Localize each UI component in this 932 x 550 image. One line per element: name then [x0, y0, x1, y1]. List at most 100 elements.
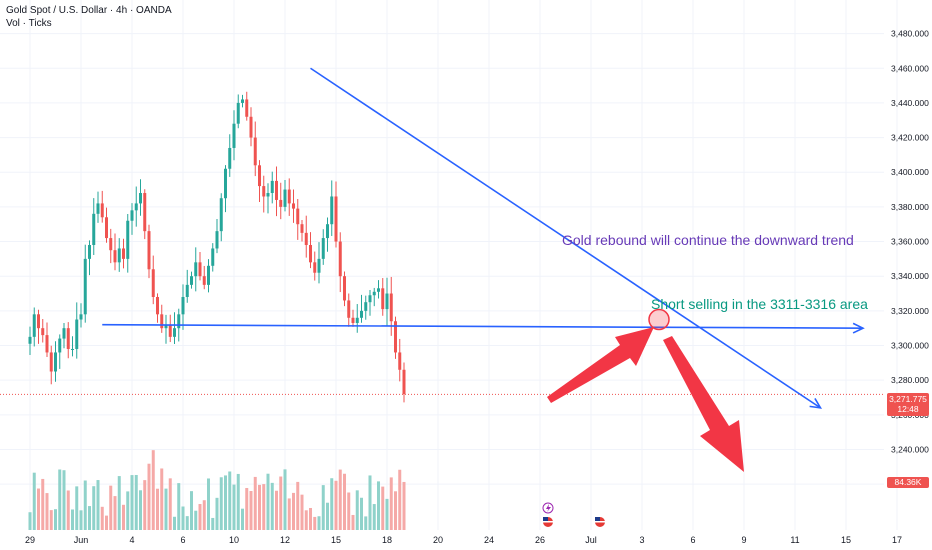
horizontal-support-arrowhead: [852, 322, 865, 334]
volume-bar: [266, 473, 270, 530]
candle-body: [117, 248, 121, 263]
candle-body: [377, 288, 380, 292]
volume-bar: [262, 484, 266, 530]
time-tick-label: 29: [25, 535, 35, 545]
candle-body: [122, 248, 125, 259]
volume-bar: [71, 509, 74, 530]
candle-body: [202, 276, 206, 285]
candle-body: [58, 338, 62, 353]
volume-bar: [96, 480, 100, 530]
price-tick-label: 3,280.000: [891, 375, 929, 385]
candle-body: [156, 296, 159, 315]
volume-indicator-label[interactable]: Vol · Ticks: [6, 18, 52, 29]
volume-bar: [385, 498, 389, 530]
volume-bar: [347, 492, 351, 530]
candle-body: [219, 198, 223, 232]
volume-bar: [296, 481, 300, 530]
candle-body: [228, 147, 232, 169]
volume-bar: [75, 486, 79, 530]
volume-bar: [92, 486, 96, 530]
volume-bar: [304, 510, 308, 530]
time-tick-label: 10: [229, 535, 239, 545]
candle-body: [224, 168, 227, 199]
volume-bar: [181, 506, 185, 530]
volume-bar: [287, 498, 291, 530]
volume-bar: [292, 492, 295, 530]
volume-bar: [270, 482, 274, 530]
price-tick-label: 3,400.000: [891, 167, 929, 177]
volume-bar: [109, 485, 113, 530]
candle-body: [185, 284, 189, 297]
candle-body: [236, 102, 240, 124]
volume-bar: [313, 516, 317, 530]
red-arrows: [547, 327, 744, 472]
candle-body: [232, 123, 236, 148]
candle-body: [194, 262, 198, 277]
candle-body: [283, 189, 287, 207]
candle-body: [190, 276, 193, 285]
candle-body: [372, 291, 376, 296]
volume-bar: [207, 478, 210, 530]
candle-body: [321, 238, 325, 259]
time-tick-label: 20: [433, 535, 443, 545]
volume-bar: [151, 450, 155, 530]
price-tick-label: 3,380.000: [891, 202, 929, 212]
time-tick-label: 18: [382, 535, 392, 545]
volume-bar: [177, 483, 181, 530]
candle-body: [45, 335, 49, 353]
volume-bar: [368, 475, 372, 530]
time-axis[interactable]: 29 Jun 4 6 10 12 15 18 20 24 26 Jul 3 6 9 11 15 17: [25, 535, 902, 545]
descending-trendline[interactable]: [310, 67, 821, 409]
time-tick-label: 24: [484, 535, 494, 545]
candle-body: [245, 99, 249, 117]
volume-bar: [253, 476, 257, 530]
candle-body: [134, 203, 138, 211]
volume-bar: [139, 490, 142, 530]
candle-body: [164, 324, 168, 329]
candle-body: [253, 137, 257, 166]
candle-body: [249, 116, 253, 138]
candle-body: [160, 314, 164, 329]
candle-body: [215, 231, 219, 249]
volume-bar: [258, 484, 261, 530]
drop-arrow: [663, 336, 744, 472]
time-tick-label: 12: [280, 535, 290, 545]
event-icons: [542, 502, 606, 528]
volume-bar: [343, 473, 346, 530]
volume-bar: [190, 491, 193, 530]
candle-body: [181, 296, 185, 315]
candle-body: [241, 99, 244, 103]
volume-bar: [338, 469, 342, 530]
volume-bar: [389, 477, 393, 530]
candle-body: [71, 348, 74, 350]
candle-body: [364, 302, 368, 311]
volume-bar: [105, 515, 108, 530]
volume-bar: [41, 478, 45, 530]
candle-body: [92, 213, 96, 246]
candle-body: [41, 328, 45, 336]
candle-body: [139, 193, 142, 204]
volume-bar: [215, 497, 219, 530]
price-tick-label: 3,440.000: [891, 98, 929, 108]
candle-body: [360, 310, 363, 318]
candle-body: [304, 232, 308, 246]
rebound-annotation: Gold rebound will continue the downward …: [562, 232, 854, 248]
trendlines[interactable]: [102, 67, 865, 409]
volume-bar: [117, 476, 121, 530]
candle-body: [258, 165, 261, 187]
candle-body: [334, 196, 338, 242]
us-flag-canton: [595, 517, 600, 521]
volume-bars: [28, 450, 406, 530]
volume-bar: [185, 516, 189, 530]
horizontal-support[interactable]: [102, 323, 864, 329]
current-price-value: 3,271.775: [889, 394, 927, 404]
volume-bar: [173, 516, 176, 530]
symbol-title[interactable]: Gold Spot / U.S. Dollar · 4h · OANDA: [6, 5, 172, 16]
volume-bar: [194, 510, 198, 530]
time-tick-label: 4: [129, 535, 134, 545]
time-tick-label: 9: [741, 535, 746, 545]
candle-body: [398, 352, 402, 370]
volume-bar: [317, 516, 321, 530]
volume-bar: [147, 463, 151, 530]
